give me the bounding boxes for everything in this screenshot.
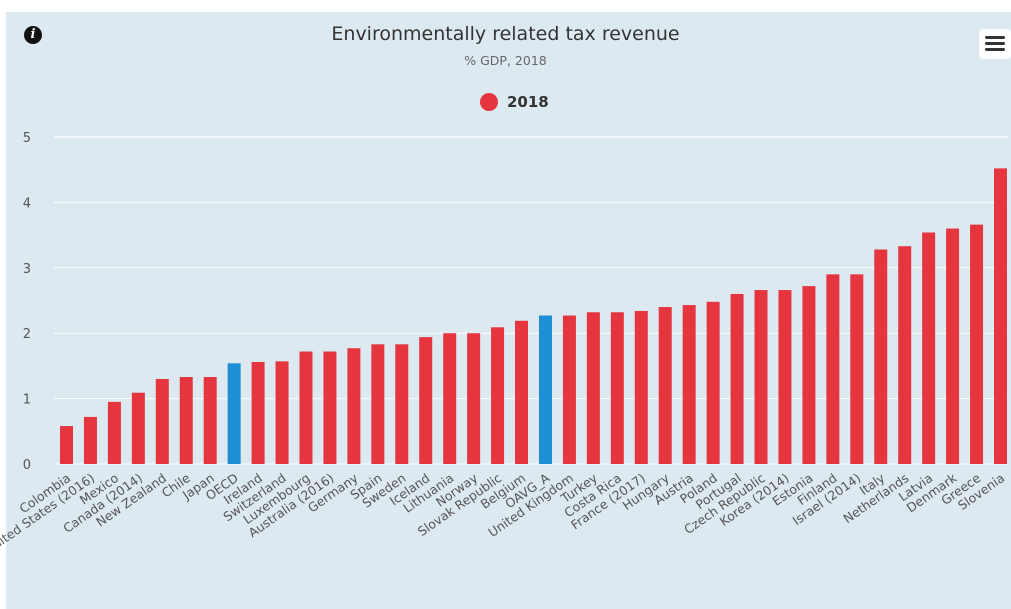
bar[interactable] <box>778 290 792 464</box>
bar[interactable] <box>203 377 217 464</box>
bar[interactable] <box>922 232 936 464</box>
chart-title: Environmentally related tax revenue <box>331 23 680 45</box>
bar[interactable] <box>802 286 816 464</box>
bar[interactable] <box>155 378 169 464</box>
bar[interactable] <box>898 246 912 464</box>
bar[interactable] <box>251 361 265 464</box>
bar[interactable] <box>994 168 1007 464</box>
bar[interactable] <box>443 333 457 464</box>
bar[interactable] <box>467 333 481 464</box>
bar[interactable] <box>682 305 696 464</box>
bar[interactable] <box>946 228 960 464</box>
legend[interactable]: 2018 <box>480 93 549 111</box>
bar[interactable] <box>634 310 648 464</box>
bar[interactable] <box>706 301 720 464</box>
chart-subtitle: % GDP, 2018 <box>464 53 547 68</box>
bar[interactable] <box>371 344 385 464</box>
bar[interactable] <box>850 274 864 464</box>
bar[interactable] <box>970 224 984 464</box>
bar[interactable] <box>419 337 433 464</box>
bar[interactable] <box>826 274 840 464</box>
bar[interactable] <box>347 348 361 464</box>
y-tick-label: 3 <box>23 262 31 277</box>
info-icon[interactable]: i <box>24 26 42 44</box>
bar[interactable] <box>299 351 313 464</box>
bar[interactable] <box>60 426 73 464</box>
bar[interactable] <box>227 363 241 464</box>
bar[interactable] <box>131 392 145 464</box>
bar[interactable] <box>83 416 97 464</box>
bar[interactable] <box>538 315 552 464</box>
bar[interactable] <box>515 320 529 464</box>
legend-marker <box>480 93 498 111</box>
bar[interactable] <box>754 290 768 464</box>
y-tick-label: 5 <box>23 131 31 146</box>
y-tick-label: 2 <box>23 327 31 342</box>
bar[interactable] <box>275 361 289 464</box>
bar[interactable] <box>179 377 193 464</box>
bar[interactable] <box>586 312 600 464</box>
bar[interactable] <box>107 401 121 464</box>
legend-label: 2018 <box>507 93 549 111</box>
y-tick-label: 0 <box>23 458 31 473</box>
bar[interactable] <box>395 344 409 464</box>
bar[interactable] <box>562 315 576 464</box>
bar[interactable] <box>323 351 337 464</box>
y-tick-label: 4 <box>23 196 31 211</box>
bar[interactable] <box>610 312 624 464</box>
bar[interactable] <box>658 307 672 464</box>
bar[interactable] <box>491 327 505 464</box>
chart-background <box>6 12 1011 609</box>
y-tick-label: 1 <box>23 393 31 408</box>
bar[interactable] <box>874 249 888 464</box>
hamburger-menu-icon[interactable] <box>979 29 1011 59</box>
bar[interactable] <box>730 293 744 464</box>
